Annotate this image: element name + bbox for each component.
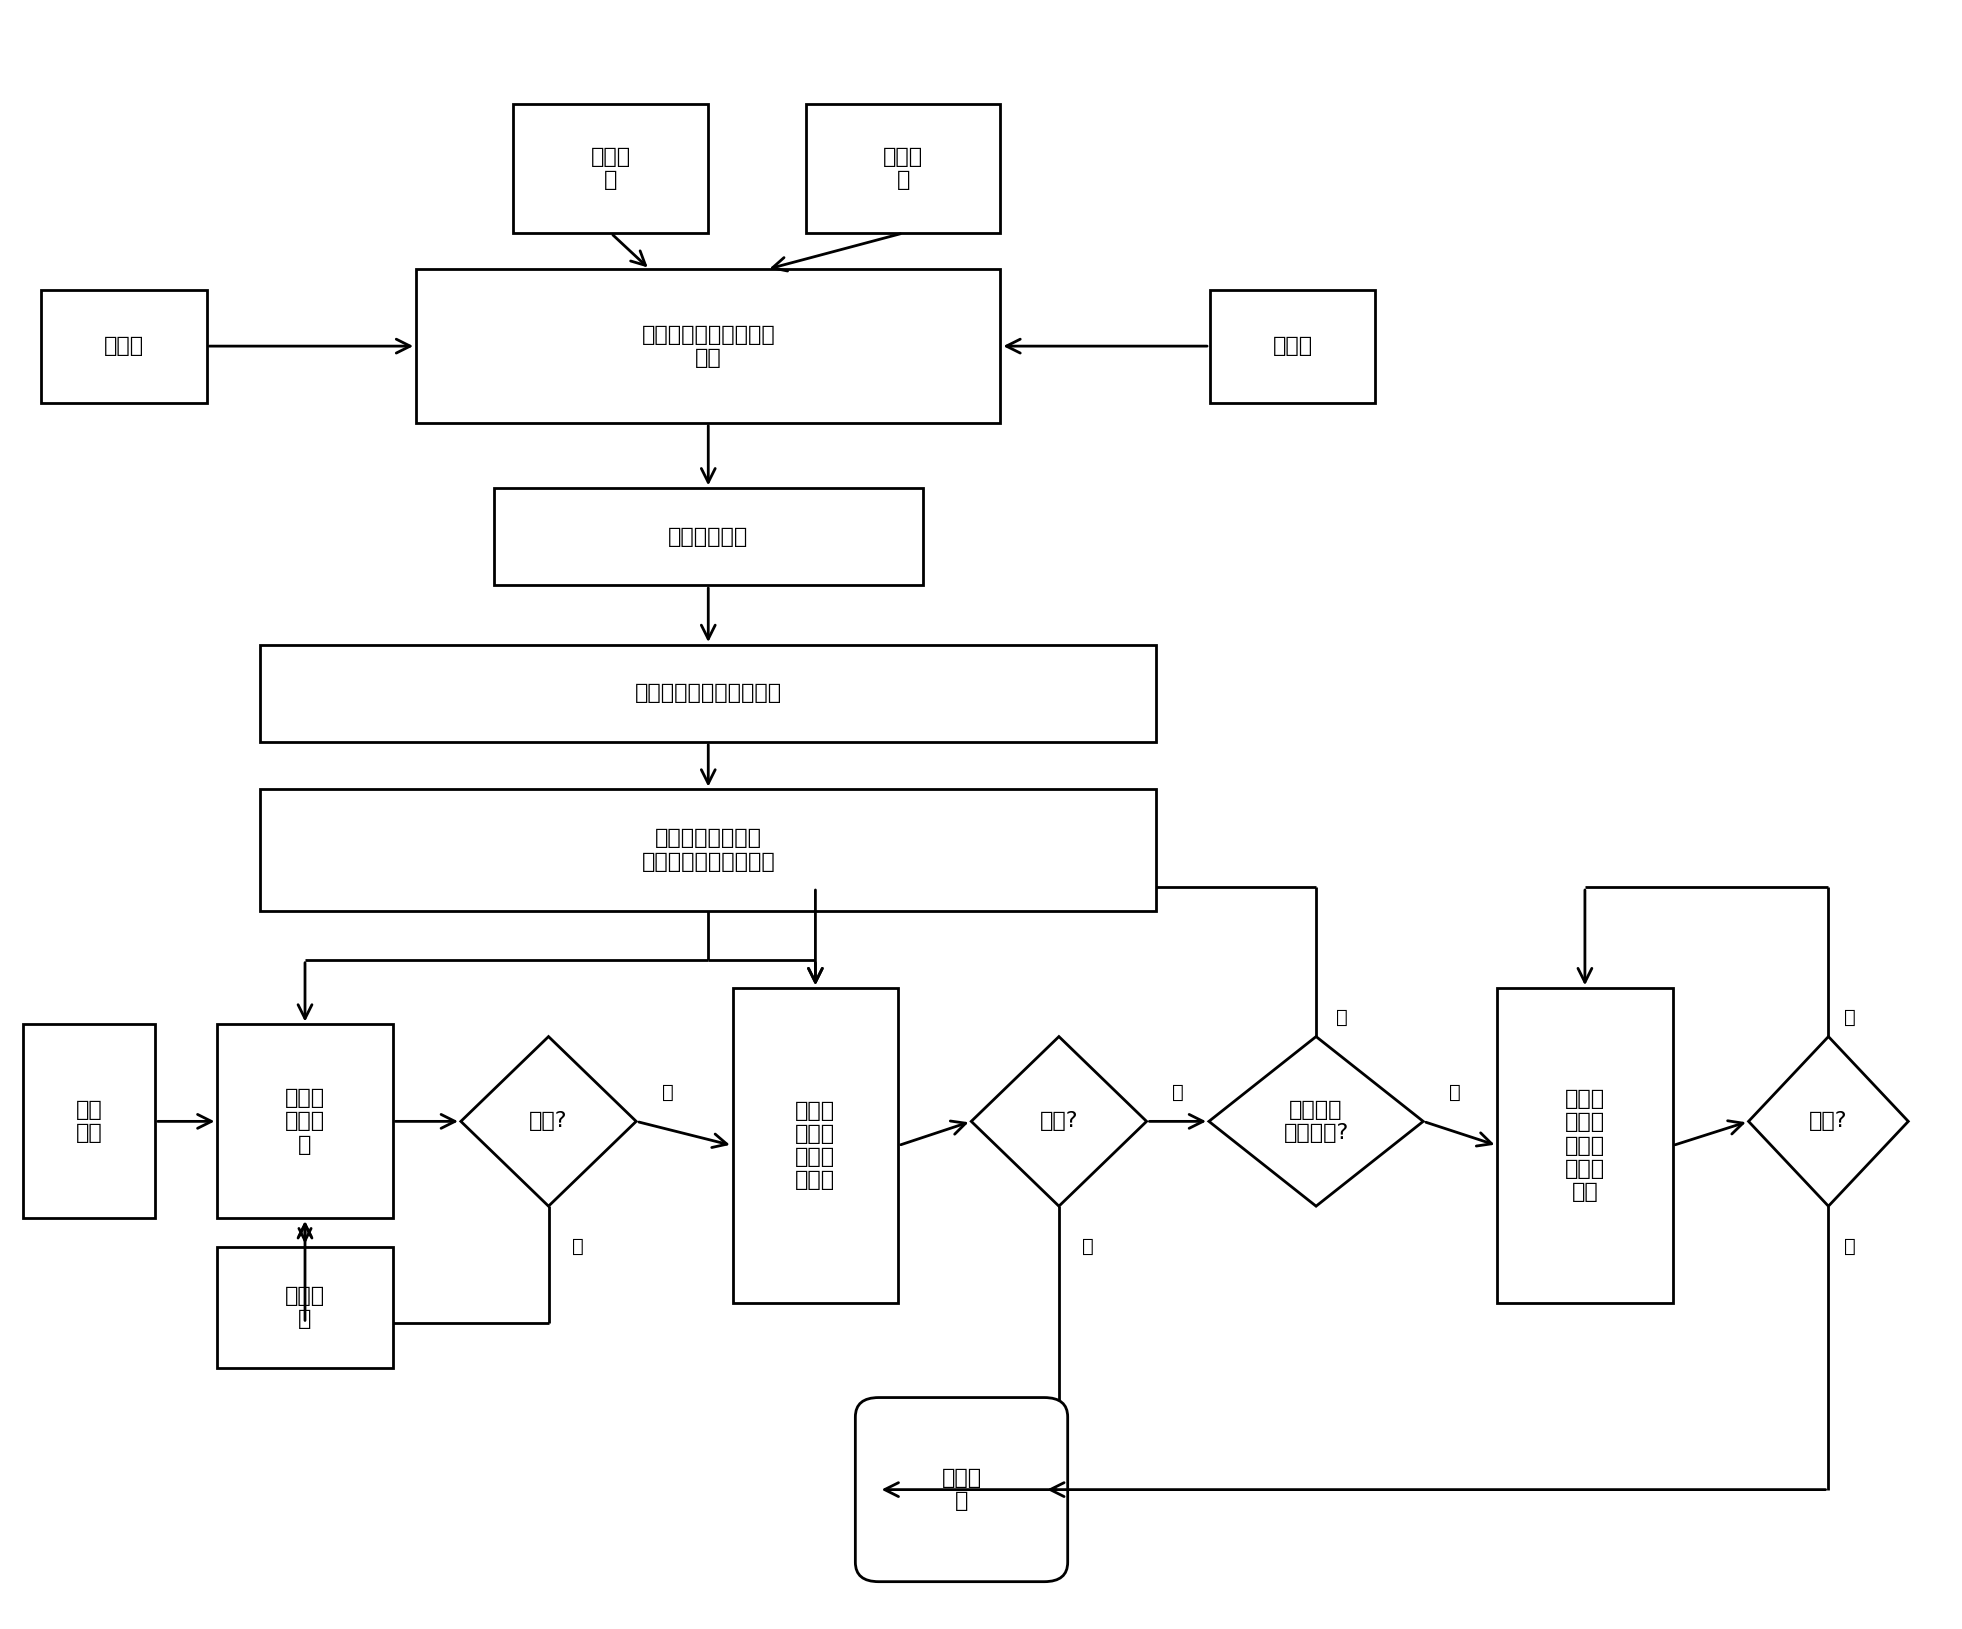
- FancyBboxPatch shape: [41, 290, 206, 402]
- Text: 塑料参
数: 塑料参 数: [883, 147, 924, 191]
- Text: 确定因素次序以及
理论最优工艺参数组合: 确定因素次序以及 理论最优工艺参数组合: [642, 829, 775, 872]
- FancyBboxPatch shape: [732, 989, 899, 1303]
- Text: 成功?: 成功?: [1040, 1111, 1079, 1132]
- FancyBboxPatch shape: [494, 489, 922, 585]
- FancyBboxPatch shape: [22, 1025, 155, 1218]
- Polygon shape: [1209, 1036, 1422, 1205]
- Polygon shape: [971, 1036, 1146, 1205]
- FancyBboxPatch shape: [261, 790, 1156, 911]
- FancyBboxPatch shape: [416, 269, 1001, 424]
- FancyBboxPatch shape: [1497, 989, 1672, 1303]
- Text: 是: 是: [571, 1236, 583, 1256]
- Text: 完成试
模: 完成试 模: [942, 1468, 981, 1512]
- Text: 满足机器
学习条件?: 满足机器 学习条件?: [1283, 1100, 1348, 1144]
- Text: 注塑机
库: 注塑机 库: [284, 1285, 326, 1329]
- Text: 塑料库: 塑料库: [1273, 336, 1313, 357]
- Text: 否: 否: [1336, 1008, 1348, 1026]
- Text: 模具特
征: 模具特 征: [591, 147, 632, 191]
- Text: 是: 是: [1083, 1236, 1095, 1256]
- Text: 模拟计算获得成型质量值: 模拟计算获得成型质量值: [634, 684, 781, 704]
- Text: 注塑机
初次试
模: 注塑机 初次试 模: [284, 1088, 326, 1155]
- Text: 工艺参
数的调
整与连
续试模: 工艺参 数的调 整与连 续试模: [795, 1101, 836, 1191]
- Text: 是: 是: [1844, 1236, 1856, 1256]
- Text: 正交实验设计: 正交实验设计: [669, 526, 748, 547]
- Text: 否: 否: [1171, 1083, 1183, 1101]
- Text: 机器
信息: 机器 信息: [75, 1100, 102, 1144]
- FancyBboxPatch shape: [514, 104, 708, 233]
- Text: 成功?: 成功?: [1809, 1111, 1848, 1132]
- Polygon shape: [1748, 1036, 1909, 1205]
- Text: 实例库: 实例库: [104, 336, 143, 357]
- Text: 机器学
习获得
实际最
优工艺
参数: 机器学 习获得 实际最 优工艺 参数: [1566, 1090, 1605, 1202]
- FancyBboxPatch shape: [806, 104, 1001, 233]
- FancyBboxPatch shape: [218, 1246, 392, 1368]
- Text: 成功?: 成功?: [530, 1111, 567, 1132]
- FancyBboxPatch shape: [855, 1398, 1067, 1582]
- Text: 否: 否: [1844, 1008, 1856, 1026]
- FancyBboxPatch shape: [218, 1025, 392, 1218]
- FancyBboxPatch shape: [1211, 290, 1375, 402]
- Text: 确定工艺参数及其取值
范围: 确定工艺参数及其取值 范围: [642, 324, 775, 368]
- Text: 否: 否: [661, 1083, 673, 1101]
- FancyBboxPatch shape: [261, 645, 1156, 741]
- Text: 是: 是: [1448, 1083, 1460, 1101]
- Polygon shape: [461, 1036, 636, 1205]
